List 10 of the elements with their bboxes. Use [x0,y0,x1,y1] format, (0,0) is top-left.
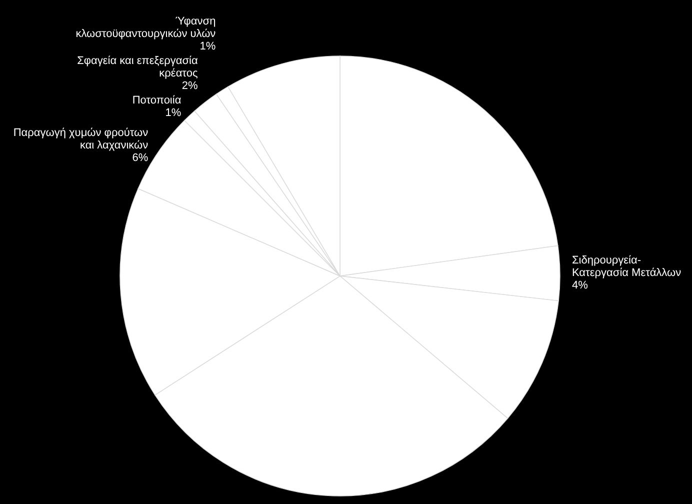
data-label: 4% [572,279,588,292]
data-label: 2% [182,80,198,92]
data-label: 1% [200,40,216,52]
slice-label: Σιδηρουργεία-Κατεργασία Μετάλλων [572,254,682,279]
data-label: 6% [132,152,148,164]
data-label: 1% [165,106,182,119]
slice-label: Ποτοποιία [132,94,182,106]
slice-label: Σφαγεία και επεξεργασία κρέατος [77,54,198,80]
slice-label: Παραγωγή χυμών φρούτων και λαχανικών [13,126,149,152]
slice-label: Ύφανση κλωστοϋφαντουργικών υλών [76,15,216,40]
